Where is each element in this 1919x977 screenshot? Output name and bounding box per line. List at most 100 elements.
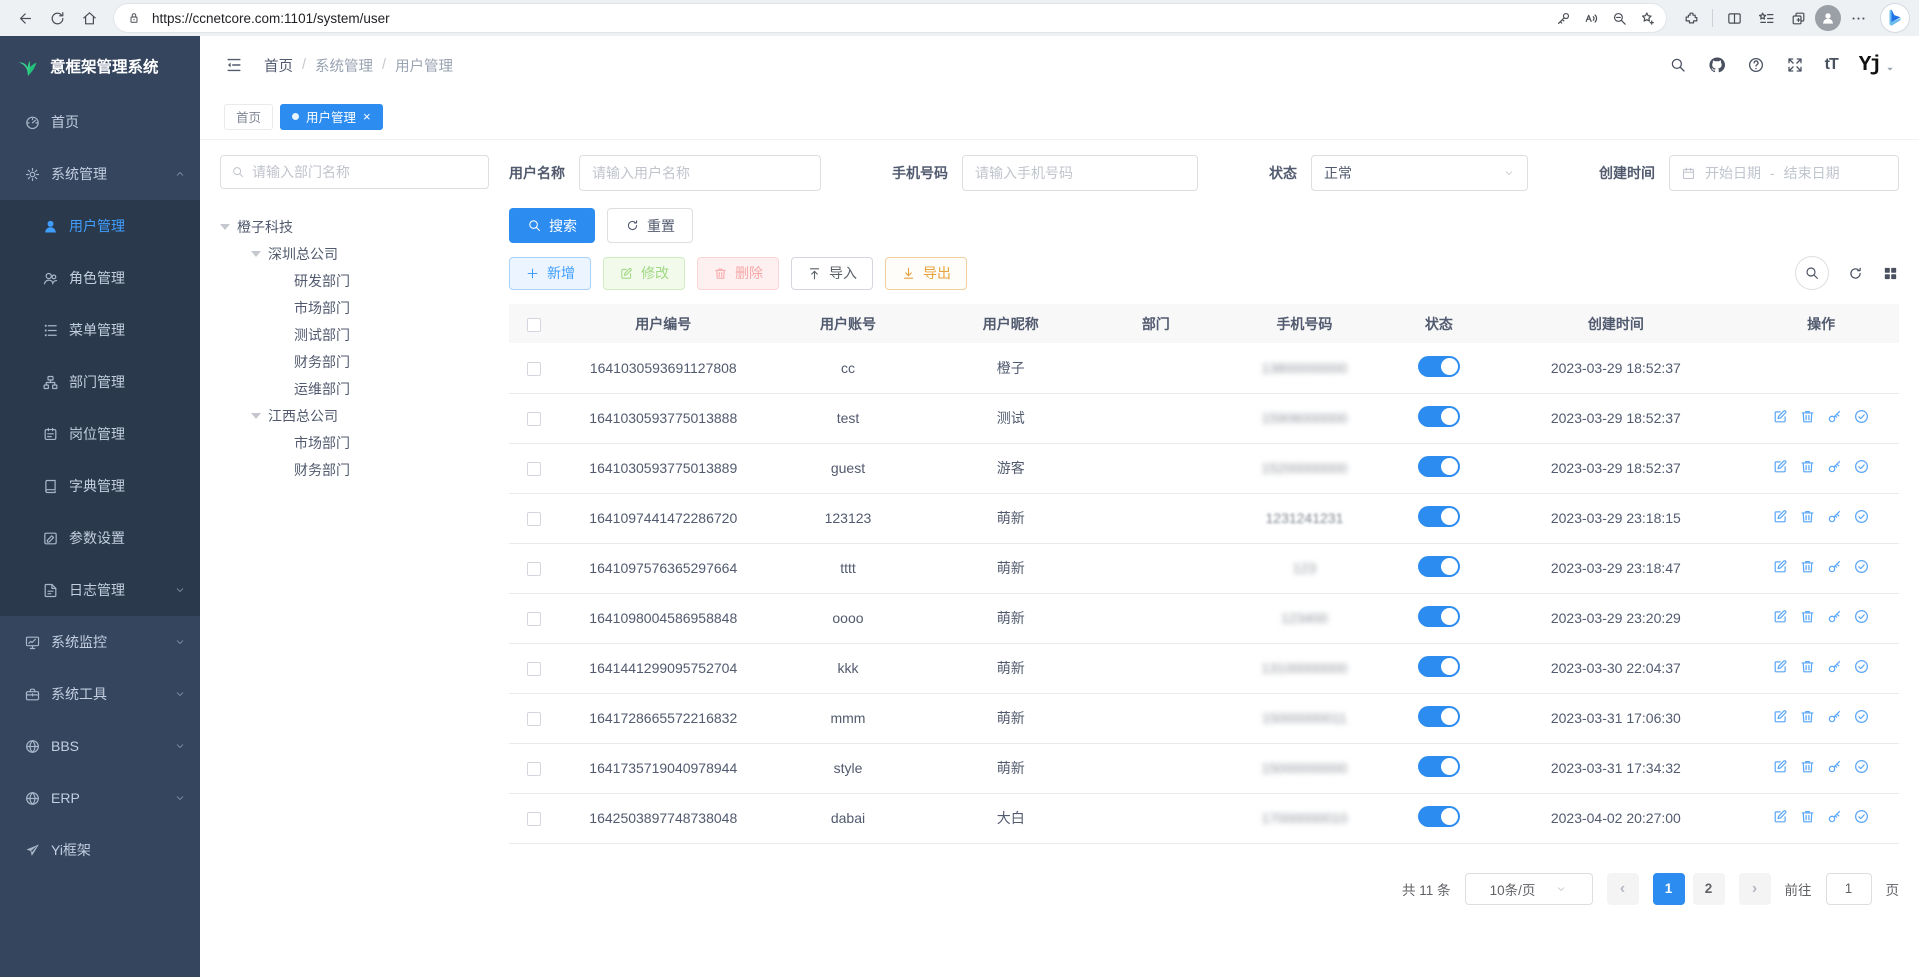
sidebar-item-menu-management[interactable]: 菜单管理: [0, 304, 200, 356]
status-toggle[interactable]: [1417, 706, 1460, 727]
assign-role-icon[interactable]: [1853, 658, 1870, 675]
favorites-icon[interactable]: [1751, 3, 1781, 33]
sidebar-item-dept-management[interactable]: 部门管理: [0, 356, 200, 408]
help-icon[interactable]: [1747, 56, 1765, 74]
sidebar-item-system-tools[interactable]: 系统工具: [0, 668, 200, 720]
add-button[interactable]: 新增: [509, 256, 591, 290]
extensions-icon[interactable]: [1676, 3, 1706, 33]
status-select[interactable]: 正常: [1311, 155, 1528, 191]
sidebar-item-home[interactable]: 首页: [0, 96, 200, 148]
tree-node[interactable]: 江西总公司: [220, 402, 489, 429]
favorite-add-icon[interactable]: [1634, 5, 1660, 31]
collections-icon[interactable]: [1783, 3, 1813, 33]
select-all-checkbox[interactable]: [527, 317, 542, 332]
sidebar-item-system[interactable]: 系统管理: [0, 148, 200, 200]
edit-icon[interactable]: [1772, 458, 1789, 475]
sidebar-item-post-management[interactable]: 岗位管理: [0, 408, 200, 460]
assign-role-icon[interactable]: [1853, 458, 1870, 475]
edit-icon[interactable]: [1772, 708, 1789, 725]
breadcrumb-item[interactable]: 系统管理: [315, 58, 374, 75]
row-checkbox[interactable]: [527, 662, 542, 677]
browser-more-icon[interactable]: [1843, 3, 1873, 33]
delete-icon[interactable]: [1799, 408, 1816, 425]
edit-icon[interactable]: [1772, 408, 1789, 425]
tree-expand-icon[interactable]: [220, 223, 230, 235]
status-toggle[interactable]: [1417, 806, 1460, 827]
delete-icon[interactable]: [1799, 508, 1816, 525]
breadcrumb-item[interactable]: 首页: [264, 58, 293, 75]
reset-password-icon[interactable]: [1826, 558, 1843, 575]
delete-icon[interactable]: [1799, 758, 1816, 775]
sidebar-item-user-management[interactable]: 用户管理: [0, 200, 200, 252]
delete-icon[interactable]: [1799, 708, 1816, 725]
status-toggle[interactable]: [1417, 406, 1460, 427]
delete-button[interactable]: 删除: [697, 256, 779, 290]
tree-expand-icon[interactable]: [251, 412, 261, 424]
row-checkbox[interactable]: [527, 412, 542, 427]
edit-icon[interactable]: [1772, 608, 1789, 625]
import-button[interactable]: 导入: [791, 256, 873, 290]
address-bar[interactable]: https://ccnetcore.com:1101/system/user: [114, 4, 1666, 32]
bing-chat-icon[interactable]: [1881, 4, 1909, 32]
next-page-button[interactable]: ›: [1738, 872, 1771, 905]
assign-role-icon[interactable]: [1853, 558, 1870, 575]
password-key-icon[interactable]: [1550, 5, 1576, 31]
row-checkbox[interactable]: [527, 712, 542, 727]
edit-icon[interactable]: [1772, 558, 1789, 575]
tree-node[interactable]: 运维部门: [220, 375, 489, 402]
edit-icon[interactable]: [1772, 508, 1789, 525]
delete-icon[interactable]: [1799, 458, 1816, 475]
browser-home-icon[interactable]: [74, 3, 104, 33]
tree-expand-icon[interactable]: [251, 250, 261, 262]
tab-user-management[interactable]: 用户管理 ×: [280, 103, 383, 130]
browser-profile-avatar[interactable]: [1815, 5, 1841, 31]
read-aloud-icon[interactable]: [1578, 5, 1604, 31]
split-screen-icon[interactable]: [1719, 3, 1749, 33]
assign-role-icon[interactable]: [1853, 708, 1870, 725]
reset-password-icon[interactable]: [1826, 658, 1843, 675]
reset-password-icon[interactable]: [1826, 608, 1843, 625]
username-input[interactable]: [579, 155, 821, 191]
edit-icon[interactable]: [1772, 808, 1789, 825]
prev-page-button[interactable]: ‹: [1606, 872, 1639, 905]
assign-role-icon[interactable]: [1853, 808, 1870, 825]
delete-icon[interactable]: [1799, 558, 1816, 575]
browser-back-icon[interactable]: [10, 3, 40, 33]
search-button[interactable]: 搜索: [509, 208, 595, 243]
header-search-icon[interactable]: [1669, 56, 1687, 74]
date-range-picker[interactable]: 开始日期 - 结束日期: [1669, 155, 1899, 191]
font-size-icon[interactable]: tT: [1824, 56, 1839, 73]
github-icon[interactable]: [1708, 56, 1726, 74]
page-size-select[interactable]: 10条/页: [1464, 872, 1593, 905]
browser-refresh-icon[interactable]: [42, 3, 72, 33]
sidebar-item-dict-management[interactable]: 字典管理: [0, 460, 200, 512]
tree-node[interactable]: 市场部门: [220, 429, 489, 456]
tree-node[interactable]: 财务部门: [220, 456, 489, 483]
sidebar-item-yi-framework[interactable]: Yi框架: [0, 824, 200, 876]
user-avatar[interactable]: Yj: [1859, 54, 1895, 77]
edit-icon[interactable]: [1772, 658, 1789, 675]
tree-node[interactable]: 财务部门: [220, 348, 489, 375]
reset-button[interactable]: 重置: [607, 208, 693, 243]
sidebar-item-erp[interactable]: ERP: [0, 772, 200, 824]
sidebar-item-system-monitor[interactable]: 系统监控: [0, 616, 200, 668]
status-toggle[interactable]: [1417, 355, 1460, 377]
status-toggle[interactable]: [1417, 506, 1460, 527]
page-button[interactable]: 1: [1652, 872, 1685, 905]
url-text[interactable]: https://ccnetcore.com:1101/system/user: [152, 10, 390, 26]
reset-password-icon[interactable]: [1826, 808, 1843, 825]
status-toggle[interactable]: [1417, 556, 1460, 577]
modify-button[interactable]: 修改: [603, 256, 685, 290]
sidebar-item-param-settings[interactable]: 参数设置: [0, 512, 200, 564]
reset-password-icon[interactable]: [1826, 708, 1843, 725]
tree-node[interactable]: 市场部门: [220, 294, 489, 321]
reset-password-icon[interactable]: [1826, 458, 1843, 475]
tab-home[interactable]: 首页: [224, 103, 274, 130]
row-checkbox[interactable]: [527, 361, 542, 376]
reset-password-icon[interactable]: [1826, 408, 1843, 425]
page-button[interactable]: 2: [1692, 872, 1725, 905]
row-checkbox[interactable]: [527, 462, 542, 477]
sidebar-collapse-icon[interactable]: [224, 55, 244, 75]
assign-role-icon[interactable]: [1853, 508, 1870, 525]
table-columns-icon[interactable]: [1882, 265, 1899, 282]
